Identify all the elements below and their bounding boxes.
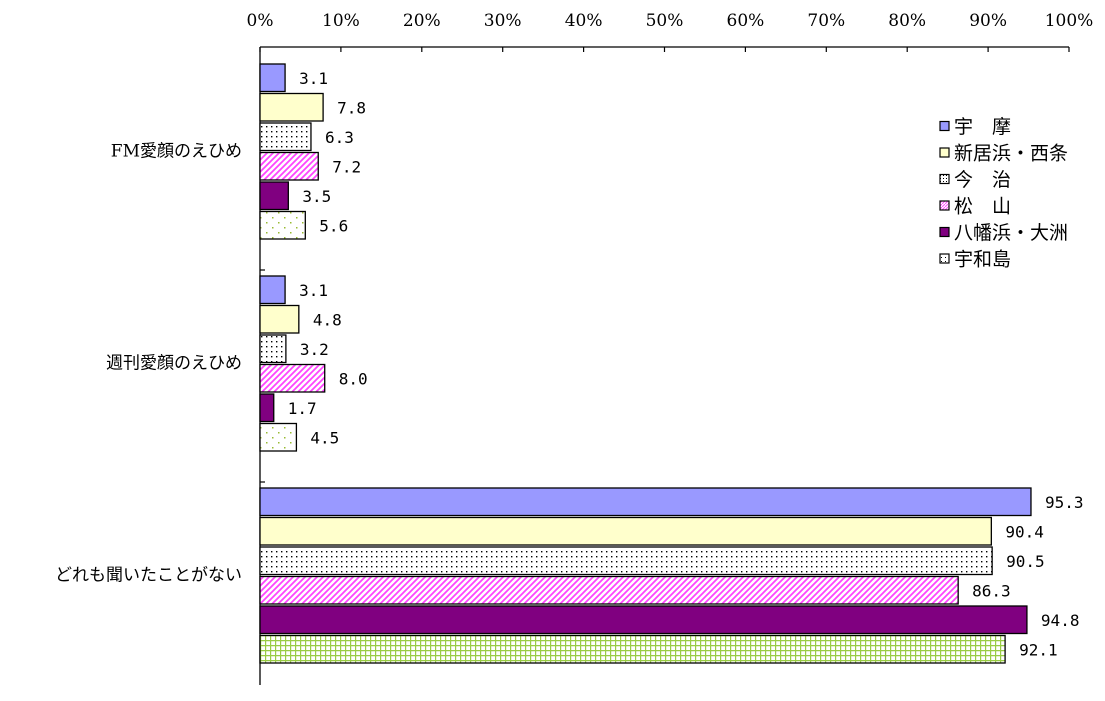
data-label: 7.8 <box>337 98 366 117</box>
bar <box>259 487 1032 517</box>
axis-layer: 0% 10% 20% 30% 40% 50% 60% 70% 80% 90% 100% FM愛顔のえひ… <box>55 11 1093 685</box>
x-tick-label: 50% <box>646 11 684 31</box>
category-label: どれも聞いたことがない <box>55 566 242 586</box>
legend-swatch <box>939 147 950 158</box>
data-label: 4.5 <box>310 428 339 447</box>
x-tick-label: 40% <box>565 11 603 31</box>
bar <box>259 605 1028 635</box>
legend-label: 今 治 <box>954 169 1011 191</box>
x-tick-label: 20% <box>403 11 441 31</box>
bar <box>259 304 300 334</box>
bar <box>259 63 286 93</box>
data-label: 5.6 <box>319 216 348 235</box>
legend-swatch <box>939 173 950 185</box>
data-label: 4.8 <box>313 310 342 329</box>
data-label: 6.3 <box>325 128 354 147</box>
data-label: 95.3 <box>1045 493 1084 512</box>
legend-label: 松 山 <box>954 196 1011 218</box>
legend-label: 八幡浜・大洲 <box>954 222 1068 244</box>
data-label: 94.8 <box>1041 611 1080 630</box>
bar <box>259 151 319 181</box>
data-label: 92.1 <box>1019 640 1058 659</box>
bar <box>259 516 992 546</box>
legend-label: 宇 摩 <box>954 116 1011 138</box>
bar <box>259 334 287 364</box>
bar <box>259 181 289 211</box>
category-label: 週刊愛顔のえひめ <box>106 354 242 374</box>
category-label: FM愛顔のえひめ <box>111 142 242 162</box>
bars-layer <box>259 63 1032 664</box>
x-tick-label: 70% <box>807 11 845 31</box>
legend-label: 宇和島 <box>954 249 1011 271</box>
labels-layer: 3.1 7.8 6.3 7.23.5 5.6 3.1 4.8 3.2 8.0 1.7 4.5 95.3… <box>288 69 1084 660</box>
x-tick-label: 10% <box>322 11 360 31</box>
bar <box>259 393 275 423</box>
data-label: 8.0 <box>339 369 368 388</box>
bar <box>259 546 993 576</box>
bar <box>259 122 312 152</box>
bar <box>259 575 959 605</box>
bar <box>259 422 298 452</box>
legend-swatch <box>939 253 950 264</box>
x-tick-label: 100% <box>1045 11 1094 31</box>
data-label: 90.4 <box>1005 522 1044 541</box>
data-label: 3.1 <box>299 69 328 88</box>
bar <box>259 634 1006 664</box>
data-label: 3.5 <box>302 187 331 206</box>
x-tick-label: 0% <box>247 11 274 31</box>
data-label: 90.5 <box>1006 552 1045 571</box>
legend-swatch <box>939 120 950 132</box>
data-label: 1.7 <box>288 399 317 418</box>
bar <box>259 363 326 393</box>
x-tick-label: 30% <box>484 11 522 31</box>
data-label: 3.1 <box>299 281 328 300</box>
x-tick-label: 80% <box>888 11 926 31</box>
bar <box>259 210 306 240</box>
data-label: 3.2 <box>300 340 329 359</box>
data-label: 86.3 <box>972 581 1011 600</box>
bar <box>259 275 286 305</box>
legend-label: 新居浜・西条 <box>954 143 1068 165</box>
data-label: 7.2 <box>332 157 361 176</box>
bar <box>259 92 324 122</box>
legend-swatch <box>939 226 950 238</box>
x-tick-label: 90% <box>969 11 1007 31</box>
legend-swatch <box>939 200 950 211</box>
x-tick-label: 60% <box>727 11 765 31</box>
